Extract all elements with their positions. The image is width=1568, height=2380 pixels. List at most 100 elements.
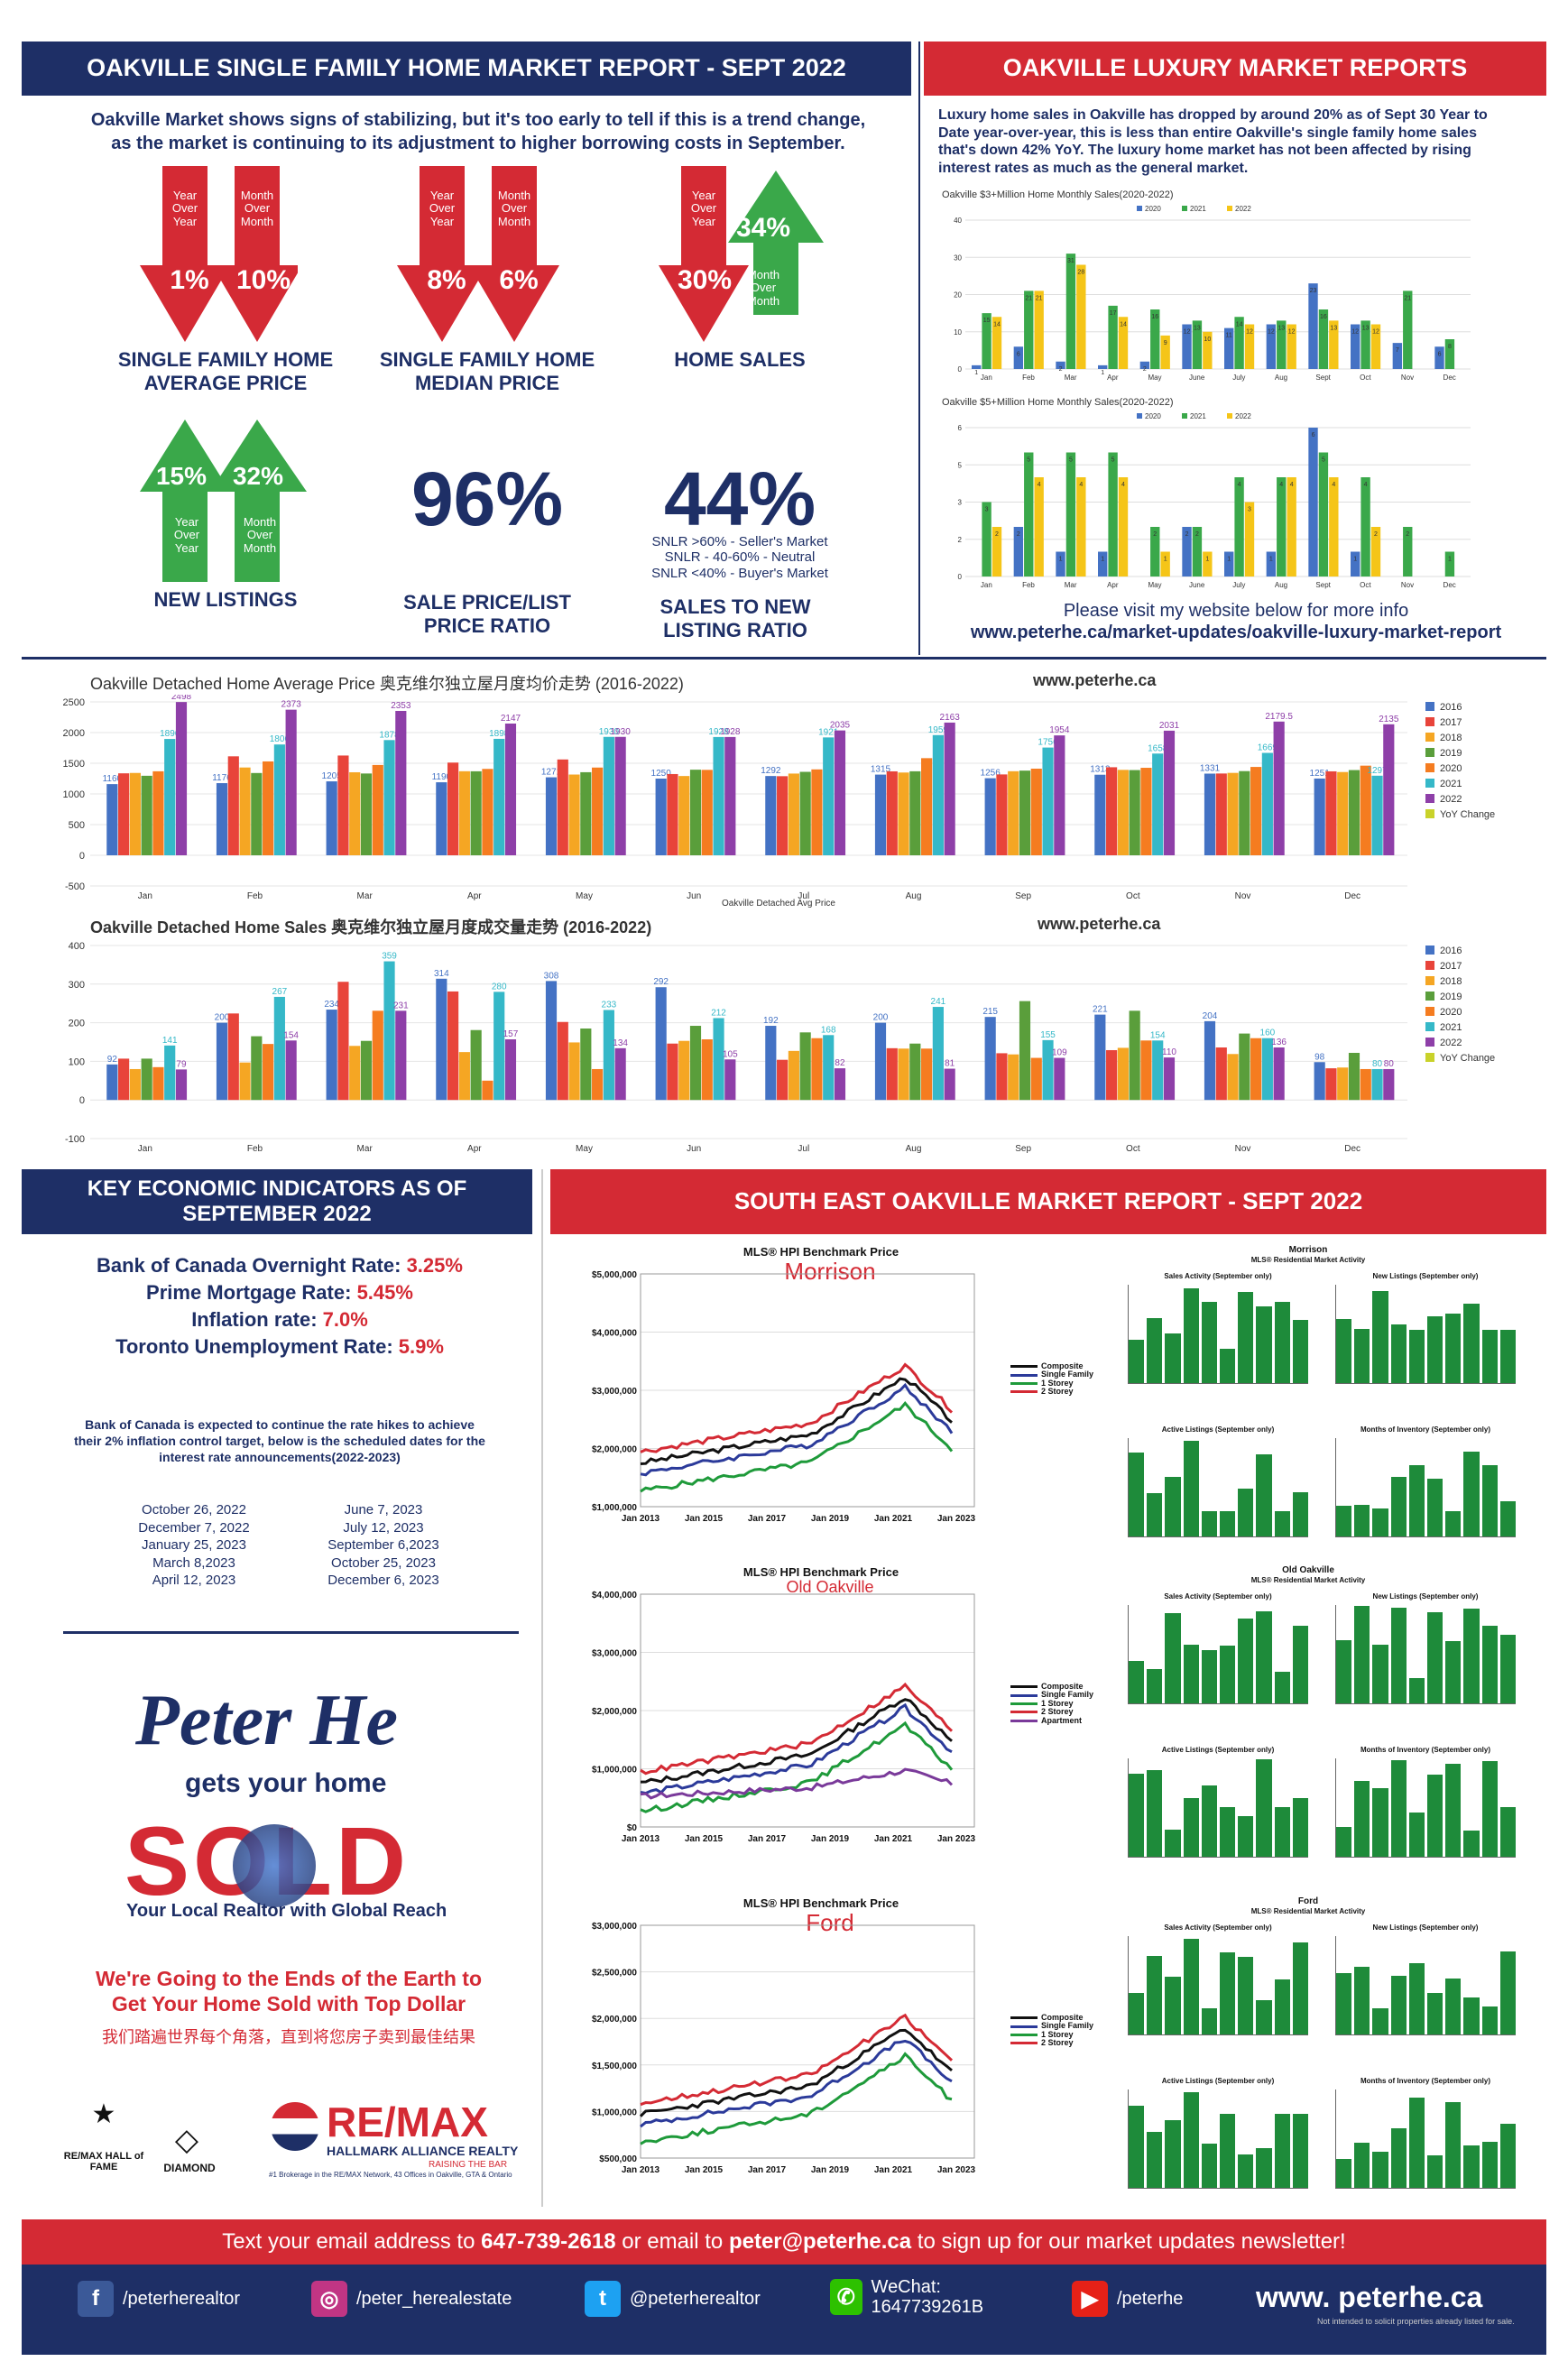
bar — [1266, 551, 1277, 577]
bar — [701, 1039, 713, 1101]
mini-bar — [1499, 1329, 1517, 1383]
y-tick: 6 — [958, 424, 963, 432]
bar — [592, 1068, 604, 1101]
instagram-link[interactable]: ◎/peter_herealestate — [311, 2281, 512, 2317]
bar — [713, 736, 724, 855]
legend-label: YoY Change — [1440, 1053, 1495, 1064]
x-tick: Dec — [1344, 891, 1360, 901]
bar — [788, 773, 799, 855]
bar — [799, 771, 811, 855]
bar-label: 21 — [1036, 295, 1043, 301]
mini-bar — [1499, 1501, 1517, 1536]
mini-bar — [1408, 2098, 1425, 2188]
wechat-link[interactable]: ✆ WeChat: 1647739261B — [830, 2277, 1038, 2317]
mini-bar — [1499, 1806, 1517, 1857]
mini-bar — [1147, 2131, 1163, 2188]
legend-swatch — [1425, 1007, 1434, 1016]
series-line — [640, 2039, 953, 2128]
avg-chart-xlabel: Oakville Detached Avg Price — [722, 899, 835, 909]
mini-bar — [1427, 1993, 1443, 2034]
bar-label: 1669 — [1258, 743, 1278, 753]
mini-chart-caption: Active Listings (September only) — [1161, 1425, 1275, 1434]
footer-signup-bar: Text your email address to 647-739-2618 … — [22, 2219, 1546, 2265]
snlr-label: SALES TO NEW LISTING RATIO — [659, 595, 811, 642]
bar — [227, 756, 239, 855]
x-tick: Jan 2013 — [622, 2165, 660, 2175]
se-header: SOUTH EAST OAKVILLE MARKET REPORT - SEPT… — [550, 1169, 1546, 1234]
bar — [470, 1029, 482, 1101]
facebook-link[interactable]: f/peterherealtor — [78, 2281, 240, 2317]
bar — [251, 772, 263, 855]
mini-chart-caption: New Listings (September only) — [1372, 1592, 1479, 1601]
mini-bar — [1463, 1608, 1480, 1703]
balloon-icon — [271, 2102, 319, 2151]
diamond-icon: ◇ — [174, 2123, 199, 2157]
x-tick: June — [1189, 581, 1205, 589]
lux-url-link[interactable]: www.peterhe.ca/market-updates/oakville-l… — [970, 623, 1502, 642]
series-line — [640, 1767, 954, 1800]
mini-bar — [1499, 1951, 1517, 2034]
twitter-link[interactable]: t @peterherealtor — [585, 2281, 761, 2317]
bar-label: 2373 — [281, 700, 302, 710]
bar-label: 1930 — [599, 727, 620, 737]
footer-phone[interactable]: 647-739-2618 — [481, 2229, 616, 2254]
bar-label: 12 — [1372, 329, 1379, 336]
bar — [118, 1058, 130, 1101]
bar — [1117, 1047, 1129, 1101]
mini-bar-chart — [1128, 1936, 1309, 2035]
intro-text: Oakville Market shows signs of stabilizi… — [90, 110, 866, 153]
youtube-link[interactable]: ▶/peterhe — [1072, 2281, 1183, 2317]
legend-label: 2017 — [1440, 717, 1462, 728]
bar-label: 2147 — [501, 714, 521, 724]
sale-list-ratio-value: 96% — [410, 457, 564, 541]
website-link[interactable]: www. peterhe.ca — [1256, 2281, 1483, 2313]
legend-label: 2016 — [1440, 702, 1462, 713]
bar — [1203, 331, 1213, 369]
mini-chart-caption: New Listings (September only) — [1372, 1272, 1479, 1280]
x-tick: Jan 2019 — [811, 2165, 850, 2175]
footer-email-link[interactable]: peter@peterhe.ca — [728, 2229, 912, 2254]
mini-bar — [1463, 1830, 1480, 1857]
luxury-text: Luxury home sales in Oakville has droppe… — [938, 107, 1488, 176]
bar — [1150, 309, 1160, 369]
star-icon: ★ — [91, 2099, 116, 2129]
y-tick: 0 — [958, 365, 963, 374]
sales-yoy-value: 30% — [677, 265, 733, 295]
y-tick: $3,000,000 — [592, 1922, 637, 1932]
bar — [1013, 527, 1024, 577]
bar-label: 280 — [492, 982, 507, 992]
y-tick: 2000 — [63, 728, 85, 739]
bar — [1318, 309, 1329, 369]
y-tick: $2,500,000 — [592, 1969, 637, 1979]
x-tick: Apr — [1107, 374, 1119, 382]
bar — [1030, 768, 1042, 855]
mini-bar — [1183, 1645, 1199, 1703]
bar — [251, 1036, 263, 1101]
bar-label: 314 — [434, 969, 449, 979]
bar — [1266, 324, 1277, 369]
sales-yoy-label: Year Over Year — [690, 189, 717, 228]
bar — [1224, 327, 1234, 369]
mini-bar — [1183, 1440, 1199, 1536]
mini-chart-caption: New Listings (September only) — [1372, 1923, 1479, 1932]
bar — [326, 1010, 337, 1101]
y-tick: $1,000,000 — [592, 2108, 637, 2117]
legend-swatch — [1425, 748, 1434, 757]
legend-swatch — [1425, 992, 1434, 1001]
y-tick: 1500 — [63, 759, 85, 770]
mini-bar — [1336, 1972, 1352, 2034]
bar-label: 13 — [1194, 325, 1201, 331]
bar — [458, 1052, 470, 1101]
bar — [1314, 778, 1325, 855]
bar — [932, 734, 944, 855]
y-tick: $1,000,000 — [592, 1503, 637, 1513]
bar-label: 154 — [283, 1030, 299, 1040]
y-tick: $4,000,000 — [592, 1591, 637, 1601]
bar-label: 1878 — [379, 730, 400, 740]
x-tick: Oct — [1360, 374, 1371, 382]
bar — [1351, 551, 1360, 577]
x-tick: Mar — [357, 891, 374, 901]
mini-bar — [1129, 1661, 1145, 1703]
bar-label: 221 — [1093, 1005, 1108, 1015]
bar — [1325, 770, 1337, 855]
